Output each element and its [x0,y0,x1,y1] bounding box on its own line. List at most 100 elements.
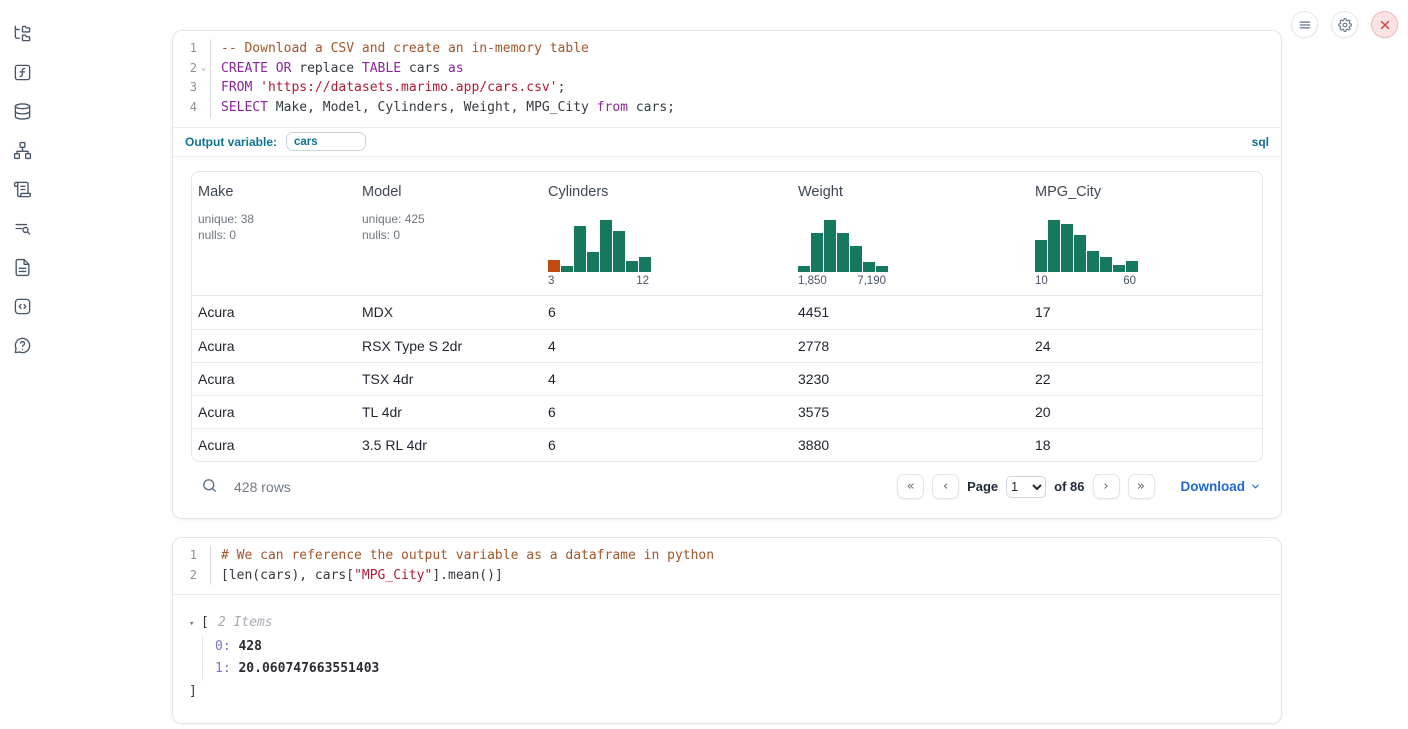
table-row: Acura 3.5 RL 4dr 6 3880 18 [192,427,1262,461]
row-count: 428 rows [234,478,291,495]
table-cell: 17 [1035,304,1051,321]
tree-entry-key: 1: [215,661,231,677]
histogram-bar [1087,251,1099,272]
output-variable-row: Output variable: sql [173,126,1281,156]
python-output: ▾ [ 2 Items 0: 428 1: 20.060747663551403 … [173,594,1281,723]
table-cell: TL 4dr [362,403,402,420]
histogram-bar [824,219,836,272]
histogram-bar [837,232,849,272]
open-bracket: [ [201,615,209,631]
histogram-bar [811,232,823,272]
histogram-bar [798,265,810,272]
first-page-button[interactable]: « [897,474,925,500]
table-cell: 6 [548,304,556,321]
table-cell: Acura [198,304,235,321]
page-of-label: of 86 [1054,479,1085,495]
histogram-bar [626,261,638,272]
code-line: 2 [len(cars), cars["MPG_City"].mean()] [173,565,1281,586]
search-icon[interactable] [199,477,219,497]
histogram-bar [863,262,875,272]
histogram-bar [1035,239,1047,272]
page-select[interactable]: 1 [1006,475,1047,498]
histogram-mpg_city: 10 60 [1035,219,1138,287]
table-cell: 24 [1035,337,1051,354]
line-number: 2 [189,567,197,582]
line-number: 1 [189,547,197,562]
column-name: Cylinders [548,183,609,200]
column-header-model[interactable]: Model unique: 425 nulls: 0 [356,182,542,287]
table-cell: 3.5 RL 4dr [362,436,427,453]
notebook: 1 -- Download a CSV and create an in-memo… [172,0,1282,725]
datasources-icon[interactable] [11,100,33,122]
prev-page-button[interactable]: ‹ [932,474,960,500]
histogram-bar [1061,223,1073,272]
tree-children: 0: 428 1: 20.060747663551403 [202,635,1263,681]
line-number: 3 [189,80,197,95]
shutdown-close-icon[interactable] [1371,11,1398,38]
chevron-down-icon [1252,484,1259,489]
snippets-icon[interactable] [11,295,33,317]
close-bracket: ] [189,683,197,699]
table-cell: 18 [1035,436,1051,453]
output-variable-label: Output variable: [185,134,278,149]
dependency-graph-icon[interactable] [11,139,33,161]
table-row: Acura TSX 4dr 4 3230 22 [192,361,1262,395]
variables-icon[interactable] [11,61,33,83]
column-header-mpg_city[interactable]: MPG_City 10 60 [1029,182,1262,287]
menu-icon[interactable] [1291,11,1318,38]
documentation-icon[interactable] [11,256,33,278]
table-cell: 4451 [798,304,830,321]
column-header-make[interactable]: Make unique: 38 nulls: 0 [192,182,356,287]
table-row: Acura TL 4dr 6 3575 20 [192,394,1262,428]
histogram-bar [587,252,599,272]
histogram-bar [1100,257,1112,272]
table-body: Acura MDX 6 4451 17 Acura RSX Type S 2dr 4 2778 2… [192,296,1262,461]
tree-collapse-chevron-icon[interactable]: ▾ [189,619,195,630]
table-cell: 3230 [798,370,830,387]
table-cell: 4 [548,370,556,387]
tree-entry: 1: 20.060747663551403 [215,658,1263,681]
logs-icon[interactable] [11,217,33,239]
page-label: Page [967,479,999,495]
histogram-range-labels: 1,850 7,190 [798,274,886,287]
column-header-cylinders[interactable]: Cylinders 3 12 [542,182,792,287]
next-page-button[interactable]: › [1092,474,1120,500]
histogram-weight: 1,850 7,190 [798,219,888,287]
table-row: Acura MDX 6 4451 17 [192,296,1262,329]
fold-chevron-icon[interactable]: ⌄ [200,62,207,73]
language-badge: sql [1251,134,1269,149]
data-table: Make unique: 38 nulls: 0 Model unique: 425 nu… [191,170,1263,462]
histogram-bar [600,219,612,272]
items-count-label: 2 Items [217,615,273,631]
histogram-bar [613,231,625,272]
histogram-bar [574,226,586,272]
output-variable-input[interactable] [286,132,367,152]
settings-gear-icon[interactable] [1331,11,1358,38]
python-code-editor[interactable]: 1 # We can reference the output variable … [173,538,1281,594]
table-cell: 6 [548,436,556,453]
download-button[interactable]: Download [1181,479,1262,494]
topbar-actions [1291,11,1398,38]
table-cell: MDX [362,304,394,321]
table-cell: 2778 [798,337,830,354]
sql-cell: 1 -- Download a CSV and create an in-memo… [172,30,1282,519]
table-cell: Acura [198,337,235,354]
table-cell: TSX 4dr [362,370,414,387]
histogram-bar [1113,265,1125,272]
sql-code-editor[interactable]: 1 -- Download a CSV and create an in-memo… [173,31,1281,127]
scratchpad-icon[interactable] [11,178,33,200]
table-cell: 22 [1035,370,1051,387]
table-cell: 3880 [798,436,830,453]
code-line: 3 FROM 'https://datasets.marimo.app/cars.… [173,78,1281,99]
file-explorer-icon[interactable] [11,22,33,44]
last-page-button[interactable]: » [1127,474,1155,500]
table-header: Make unique: 38 nulls: 0 Model unique: 425 nu… [192,172,1262,296]
table-cell: 6 [548,403,556,420]
column-name: Model [362,183,402,200]
column-name: Weight [798,183,843,200]
pagination: « ‹ Page 1 of 86 › » Download [897,474,1262,500]
column-header-weight[interactable]: Weight 1,850 7,190 [792,182,1029,287]
table-cell: Acura [198,403,235,420]
help-icon[interactable] [11,334,33,356]
code-line: 4 SELECT Make, Model, Cylinders, Weight, … [173,98,1281,118]
